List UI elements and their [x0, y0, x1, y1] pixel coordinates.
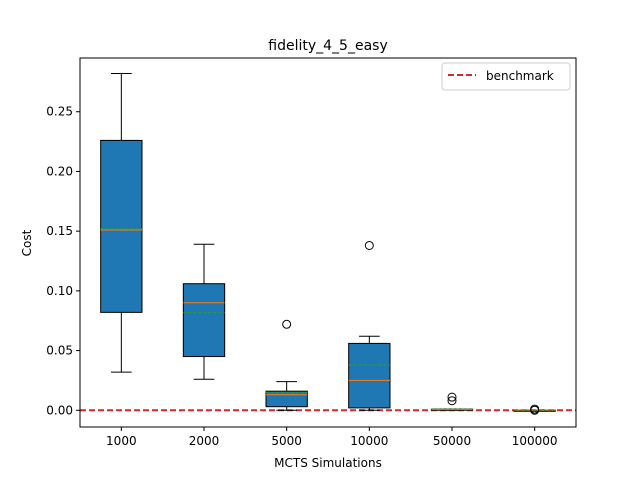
legend: benchmark [442, 63, 570, 90]
x-tick-label: 50000 [433, 434, 471, 448]
legend-benchmark-label: benchmark [486, 69, 554, 83]
box-body [101, 140, 142, 312]
chart-title: fidelity_4_5_easy [268, 38, 387, 54]
x-axis-label: MCTS Simulations [274, 456, 382, 470]
y-tick-label: 0.05 [46, 344, 73, 358]
box-body [183, 284, 224, 357]
box-body [349, 343, 390, 407]
y-tick-label: 0.10 [46, 284, 73, 298]
y-tick-label: 0.15 [46, 224, 73, 238]
x-tick-label: 2000 [189, 434, 220, 448]
box-body [266, 391, 307, 407]
y-tick-label: 0.00 [46, 403, 73, 417]
y-axis-label: Cost [20, 229, 34, 256]
y-tick-label: 0.20 [46, 164, 73, 178]
x-tick-label: 1000 [106, 434, 137, 448]
x-tick-label: 10000 [350, 434, 388, 448]
x-tick-label: 100000 [512, 434, 558, 448]
x-tick-label: 5000 [271, 434, 302, 448]
y-tick-label: 0.25 [46, 105, 73, 119]
